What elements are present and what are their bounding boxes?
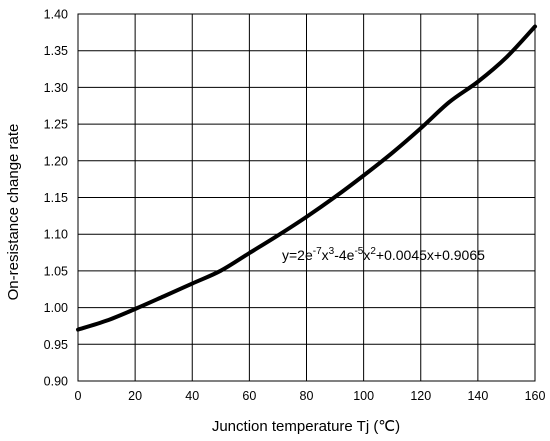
y-tick-label: 1.00 <box>44 301 68 315</box>
x-tick-label: 160 <box>525 389 546 403</box>
x-tick-label: 140 <box>467 389 488 403</box>
y-tick-label: 1.10 <box>44 228 68 242</box>
x-tick-labels: 0 20 40 60 80 100 120 140 160 <box>75 389 546 403</box>
y-tick-label: 1.15 <box>44 191 68 205</box>
y-tick-label: 1.40 <box>44 8 68 22</box>
x-tick-label: 20 <box>128 389 142 403</box>
y-tick-label: 1.25 <box>44 118 68 132</box>
x-tick-label: 80 <box>300 389 314 403</box>
y-tick-label: 1.20 <box>44 154 68 168</box>
grid-lines <box>77 13 536 382</box>
plot-frame <box>77 13 536 382</box>
y-tick-label: 0.95 <box>44 338 68 352</box>
x-axis-title: Junction temperature Tj (℃) <box>212 418 400 435</box>
eq-part: -4e <box>334 247 354 263</box>
y-tick-label: 1.35 <box>44 44 68 58</box>
eq-sup: -5 <box>354 246 363 257</box>
x-tick-label: 120 <box>410 389 431 403</box>
eq-sup: -7 <box>313 246 322 257</box>
x-tick-label: 100 <box>353 389 374 403</box>
y-tick-label: 1.05 <box>44 264 68 278</box>
y-tick-label: 1.30 <box>44 81 68 95</box>
x-tick-label: 0 <box>75 389 82 403</box>
x-tick-label: 40 <box>185 389 199 403</box>
eq-part: +0.0045x+0.9065 <box>376 247 485 263</box>
eq-sup: 3 <box>329 246 335 257</box>
eq-part: x <box>363 247 370 263</box>
x-tick-label: 60 <box>242 389 256 403</box>
y-axis-title: On-resistance change rate <box>5 124 22 301</box>
eq-sup: 2 <box>370 246 376 257</box>
y-tick-labels: 0.90 0.95 1.00 1.05 1.10 1.15 1.20 1.25 1.30 1.35… <box>44 8 68 389</box>
series-line <box>76 24 537 332</box>
eq-part: y=2e <box>282 247 313 263</box>
equation-annotation: y=2e-7x3-4e-5x2+0.0045x+0.9065 <box>282 246 485 263</box>
eq-part: x <box>322 247 329 263</box>
y-tick-label: 0.90 <box>44 375 68 389</box>
